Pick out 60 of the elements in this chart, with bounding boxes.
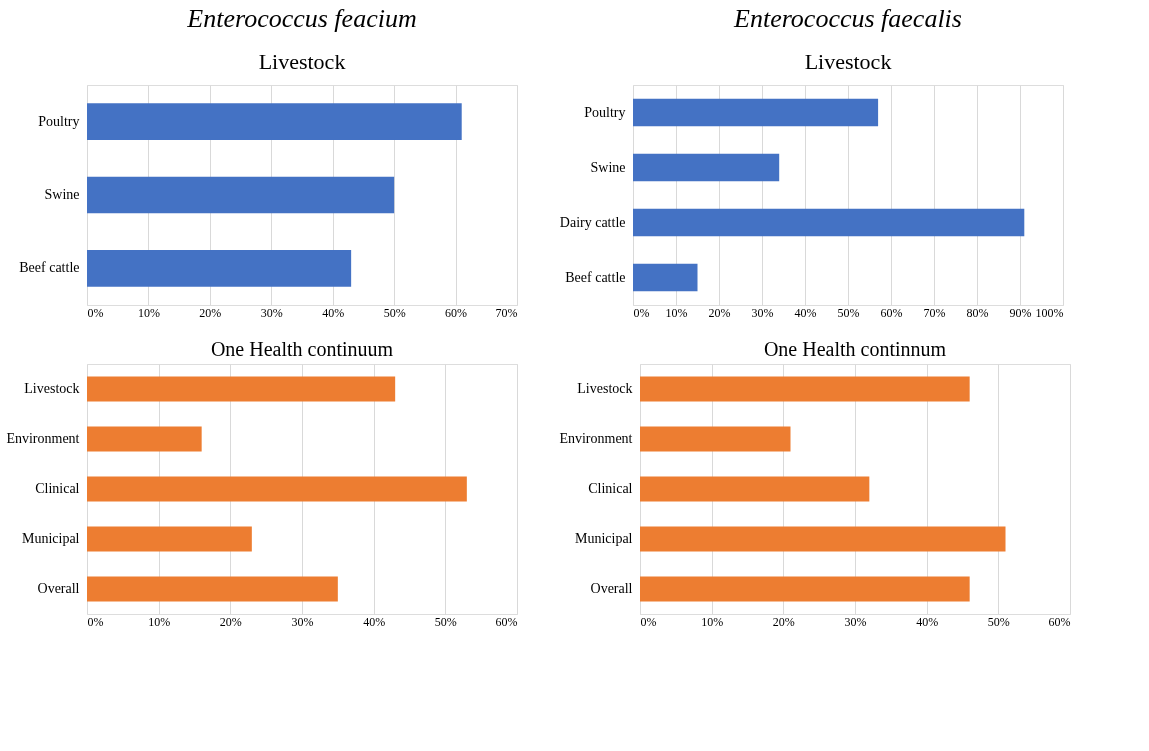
x-tick-label: 20% [772, 614, 795, 629]
x-tick-label: 60% [445, 305, 468, 320]
x-tick-label: 100% [1035, 305, 1064, 320]
x-tick-label: 70% [495, 305, 518, 320]
y-tick-label: Overall [37, 581, 80, 596]
bar [633, 208, 1025, 237]
y-tick-label: Beef cattle [19, 260, 80, 276]
x-tick-label: 90% [1009, 305, 1032, 320]
bar [633, 153, 780, 182]
x-tick-label: 60% [1048, 614, 1071, 629]
x-tick-label: 20% [708, 305, 731, 320]
x-tick-label: 40% [916, 614, 939, 629]
y-tick-label: Municipal [21, 531, 80, 546]
x-tick-label: 50% [837, 305, 860, 320]
x-tick-label: 50% [434, 614, 457, 629]
x-tick-label: 30% [291, 614, 314, 629]
chart-title: One Health continuum [210, 338, 394, 360]
y-tick-label: Dairy cattle [559, 214, 626, 230]
chart-subtitle: Livestock [258, 49, 346, 74]
x-tick-label: 10% [137, 305, 160, 320]
x-tick-label: 10% [701, 614, 724, 629]
x-tick-label: 60% [495, 614, 518, 629]
chart-title: One Health continnum [763, 338, 947, 360]
y-tick-label: Clinical [588, 481, 633, 496]
x-tick-label: 30% [751, 305, 774, 320]
x-tick-label: 10% [148, 614, 171, 629]
y-tick-label: Municipal [574, 531, 633, 546]
y-tick-label: Beef cattle [565, 269, 626, 285]
y-tick-label: Swine [590, 159, 626, 175]
y-tick-label: Poultry [38, 113, 80, 129]
bar [633, 98, 879, 127]
y-tick-label: Clinical [35, 481, 80, 496]
x-tick-label: 10% [665, 305, 688, 320]
chart-title: Enterococcus feacium [186, 4, 417, 33]
x-tick-label: 40% [794, 305, 817, 320]
x-tick-label: 70% [923, 305, 946, 320]
y-tick-label: Livestock [577, 381, 633, 396]
x-tick-label: 20% [199, 305, 222, 320]
x-tick-label: 60% [880, 305, 903, 320]
x-tick-label: 40% [363, 614, 386, 629]
chart-title: Enterococcus faecalis [733, 4, 962, 33]
y-tick-label: Swine [44, 187, 80, 202]
x-tick-label: 80% [966, 305, 989, 320]
y-tick-label: Environment [559, 431, 633, 446]
bar [633, 263, 698, 292]
x-tick-label: 50% [987, 614, 1010, 629]
x-tick-label: 50% [383, 305, 406, 320]
x-tick-label: 40% [322, 305, 345, 320]
x-tick-label: 30% [260, 305, 283, 320]
y-tick-label: Poultry [584, 104, 626, 120]
x-tick-label: 0% [87, 305, 104, 320]
x-tick-label: 0% [633, 305, 650, 320]
x-tick-label: 0% [640, 614, 657, 629]
y-tick-label: Environment [6, 431, 80, 446]
chart-subtitle: Livestock [804, 49, 892, 74]
y-tick-label: Livestock [24, 381, 80, 396]
x-tick-label: 20% [219, 614, 242, 629]
x-tick-label: 0% [87, 614, 104, 629]
y-tick-label: Overall [590, 581, 633, 596]
x-tick-label: 30% [844, 614, 867, 629]
